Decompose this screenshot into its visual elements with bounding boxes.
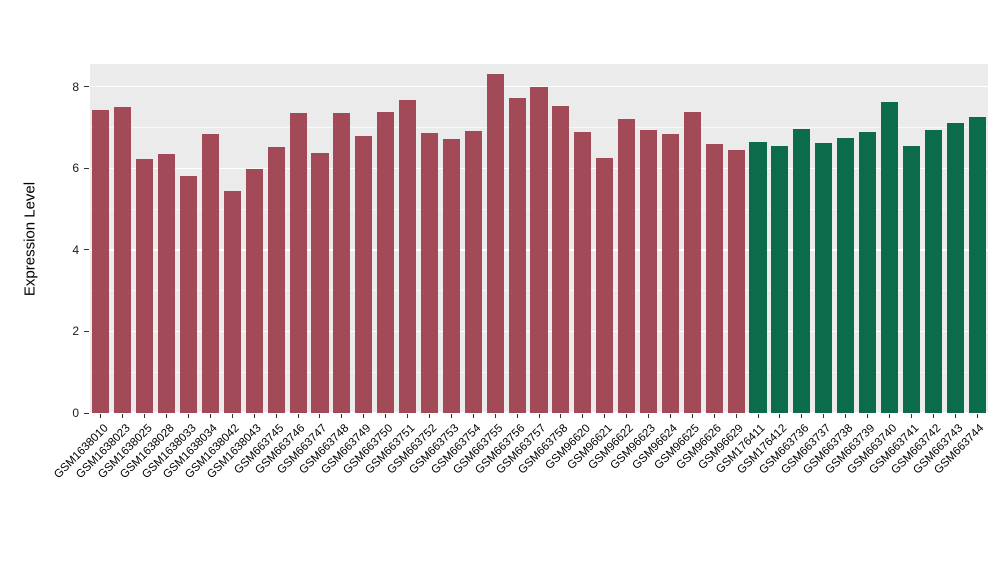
x-tick-mark: [669, 414, 671, 418]
x-tick-mark: [494, 414, 496, 418]
bar-GSM1638033: [180, 175, 198, 413]
x-tick-mark: [823, 414, 825, 418]
bar-GSM663740: [880, 102, 898, 413]
x-tick-mark: [910, 414, 912, 418]
bar-GSM663745: [267, 147, 285, 413]
x-tick-mark: [888, 414, 890, 418]
x-tick-mark: [757, 414, 759, 418]
x-tick-mark: [450, 414, 452, 418]
gridline-major: [90, 86, 988, 88]
bar-GSM663739: [858, 131, 877, 413]
x-tick-mark: [407, 414, 409, 418]
x-tick-mark: [166, 414, 168, 418]
bar-GSM96622: [618, 119, 636, 413]
bar-GSM96621: [596, 158, 614, 413]
x-tick-mark: [100, 414, 102, 418]
bar-GSM663741: [902, 145, 920, 413]
x-tick-mark: [932, 414, 934, 418]
x-tick-mark: [954, 414, 956, 418]
x-tick-mark: [428, 414, 430, 418]
x-tick-mark: [560, 414, 562, 418]
x-tick-mark: [297, 414, 299, 418]
bar-GSM663749: [355, 135, 373, 413]
plot-panel: [90, 64, 988, 414]
x-tick-mark: [867, 414, 869, 418]
bar-GSM663748: [333, 113, 351, 413]
bar-GSM176412: [771, 145, 789, 413]
x-tick-mark: [188, 414, 190, 418]
bar-GSM176411: [749, 141, 767, 413]
y-tick-mark: [84, 249, 89, 251]
bar-GSM663743: [946, 122, 964, 413]
x-tick-mark: [363, 414, 365, 418]
y-tick-label: 4: [72, 242, 79, 257]
bar-GSM96624: [661, 133, 679, 413]
x-tick-mark: [976, 414, 978, 418]
y-tick-label: 0: [72, 406, 79, 420]
bar-GSM663755: [486, 73, 504, 413]
bar-GSM96626: [705, 143, 723, 413]
bar-GSM663757: [530, 86, 548, 413]
y-axis-title: Expression Level: [21, 181, 39, 297]
bar-GSM96625: [683, 112, 701, 413]
bar-GSM1638028: [158, 154, 176, 413]
x-tick-mark: [845, 414, 847, 418]
bar-GSM1638042: [223, 190, 241, 413]
x-tick-mark: [713, 414, 715, 418]
x-tick-mark: [144, 414, 146, 418]
x-tick-mark: [691, 414, 693, 418]
x-tick-mark: [582, 414, 584, 418]
x-tick-mark: [516, 414, 518, 418]
bar-GSM663736: [793, 128, 811, 413]
bar-GSM663750: [377, 112, 395, 413]
y-tick-label: 8: [72, 79, 79, 94]
x-tick-mark: [122, 414, 124, 418]
bar-GSM663756: [508, 98, 526, 413]
x-tick-mark: [341, 414, 343, 418]
bar-GSM1638010: [92, 110, 110, 413]
bar-GSM96623: [639, 129, 658, 413]
y-tick-mark: [84, 167, 89, 169]
y-tick-label: 2: [72, 324, 79, 339]
bar-GSM663747: [311, 152, 329, 413]
bar-GSM663753: [442, 139, 460, 413]
x-tick-mark: [231, 414, 233, 418]
bar-GSM1638043: [245, 169, 263, 413]
x-tick-mark: [319, 414, 321, 418]
bar-GSM96620: [574, 131, 592, 413]
bar-GSM663737: [815, 143, 833, 413]
x-tick-mark: [472, 414, 474, 418]
bar-GSM1638023: [114, 107, 132, 413]
bar-GSM663754: [464, 130, 482, 413]
x-tick-mark: [779, 414, 781, 418]
x-tick-mark: [735, 414, 737, 418]
x-tick-mark: [275, 414, 277, 418]
bar-GSM663744: [968, 117, 986, 413]
x-tick-mark: [604, 414, 606, 418]
bar-GSM663746: [289, 113, 307, 413]
bar-GSM1638034: [201, 133, 219, 413]
x-tick-mark: [209, 414, 211, 418]
bar-GSM96629: [727, 150, 745, 413]
x-tick-mark: [538, 414, 540, 418]
bar-GSM663758: [552, 106, 570, 413]
y-tick-mark: [84, 86, 89, 88]
bar-GSM663752: [420, 132, 439, 413]
x-tick-mark: [385, 414, 387, 418]
y-tick-mark: [84, 412, 89, 414]
y-tick-mark: [84, 330, 89, 332]
x-tick-mark: [253, 414, 255, 418]
x-tick-mark: [801, 414, 803, 418]
x-tick-mark: [648, 414, 649, 418]
y-tick-label: 6: [72, 161, 79, 176]
x-tick-mark: [626, 414, 628, 418]
bar-GSM663738: [837, 137, 855, 413]
bar-GSM663751: [399, 99, 417, 413]
bar-GSM1638025: [136, 159, 154, 413]
bar-GSM663742: [924, 129, 942, 413]
